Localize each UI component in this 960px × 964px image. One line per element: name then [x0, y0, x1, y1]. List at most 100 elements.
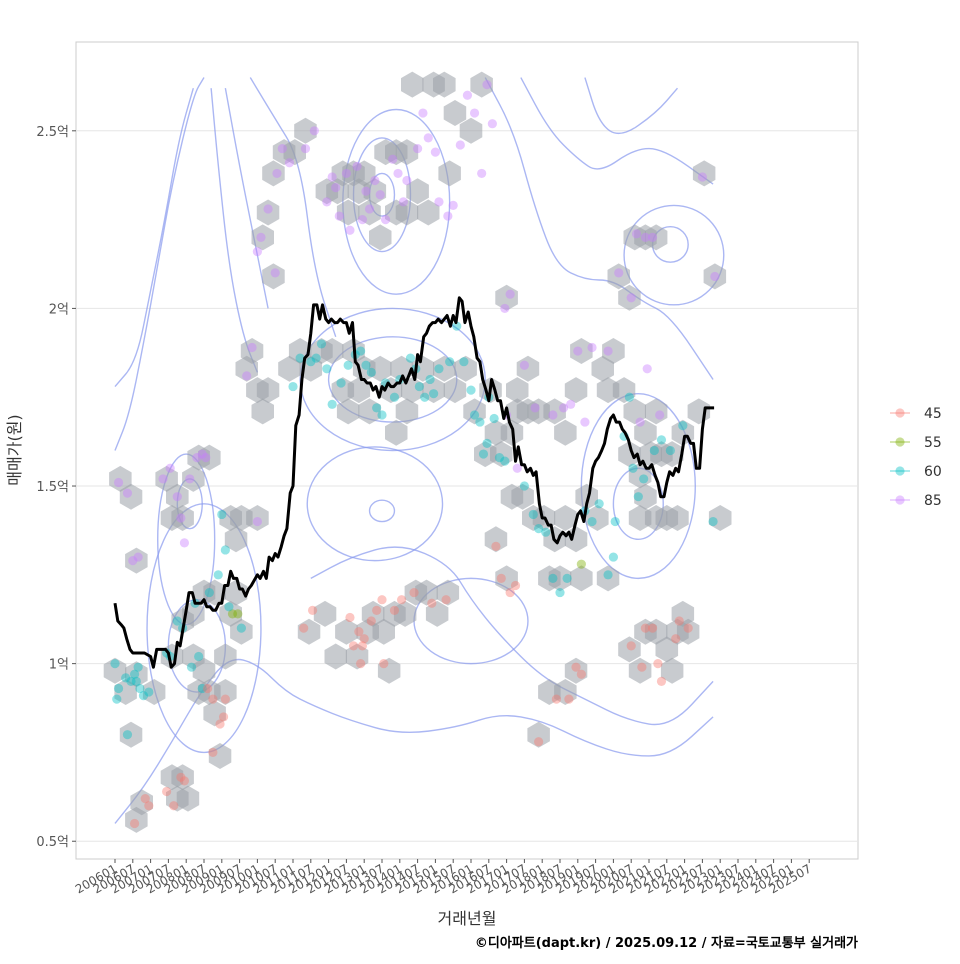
- hexbin: [591, 355, 614, 382]
- data-point: [140, 794, 150, 804]
- caption: ©디아파트(dapt.kr) / 2025.09.12 / 자료=국토교통부 실…: [475, 935, 858, 951]
- hexbin: [417, 199, 440, 226]
- hexbin: [463, 398, 486, 425]
- hexbin: [527, 721, 550, 748]
- hexbin: [470, 71, 493, 98]
- hexbin: [623, 398, 646, 425]
- data-point: [413, 143, 423, 154]
- legend-key-dot: [895, 408, 905, 418]
- hexbin: [564, 657, 588, 684]
- hexbin: [395, 199, 419, 226]
- data-point: [389, 392, 400, 402]
- data-point: [309, 126, 319, 136]
- data-point: [562, 573, 572, 583]
- hexbin: [283, 139, 306, 166]
- data-point: [455, 140, 465, 150]
- hexbin: [372, 618, 395, 645]
- data-point: [300, 143, 311, 154]
- data-point: [534, 737, 544, 747]
- hexbin: [554, 419, 577, 446]
- legend-key-dot: [895, 495, 905, 505]
- data-point: [364, 204, 375, 214]
- data-point: [370, 175, 380, 186]
- hexbin: [516, 398, 540, 425]
- hexbin: [390, 355, 413, 382]
- contour-line: [584, 77, 679, 135]
- data-point: [500, 456, 510, 466]
- data-point: [519, 481, 530, 491]
- hexbin: [347, 377, 371, 404]
- data-point: [566, 399, 576, 409]
- density-contours: [114, 77, 725, 824]
- hexbin: [436, 579, 460, 606]
- hexbin: [484, 526, 508, 553]
- data-point: [343, 360, 353, 370]
- legend-label: 60: [924, 464, 942, 480]
- data-point: [500, 303, 510, 314]
- trend-line: [113, 296, 715, 669]
- data-point: [482, 438, 492, 448]
- data-point: [288, 381, 298, 392]
- data-point: [519, 360, 530, 370]
- data-point: [121, 673, 131, 683]
- data-point: [541, 527, 551, 537]
- data-point: [564, 694, 574, 704]
- data-point: [331, 183, 341, 193]
- contour-ring: [580, 392, 696, 580]
- data-point: [197, 449, 207, 459]
- hexbin: [203, 579, 226, 606]
- contour-ring: [623, 204, 725, 306]
- contour-line: [520, 77, 714, 185]
- data-point: [201, 453, 211, 463]
- hexbin: [198, 444, 221, 471]
- contour-ring: [146, 503, 262, 754]
- hexbin: [506, 377, 529, 404]
- data-point: [649, 445, 659, 456]
- hexbin: [655, 636, 679, 663]
- data-point: [420, 392, 430, 402]
- data-point: [341, 168, 351, 179]
- data-point: [628, 463, 638, 473]
- data-point: [215, 719, 225, 729]
- hexbin: [395, 398, 419, 425]
- data-point: [631, 229, 642, 239]
- data-point: [272, 168, 282, 179]
- hexbin: [125, 661, 148, 688]
- hexbin: [596, 377, 620, 404]
- hexbin: [422, 377, 445, 404]
- data-point: [322, 364, 332, 374]
- hexbin: [554, 505, 577, 531]
- hexbin: [703, 263, 727, 290]
- contour-ring: [306, 446, 444, 562]
- data-point: [656, 435, 667, 445]
- hexbin: [358, 199, 381, 226]
- hexbin: [335, 618, 358, 645]
- data-point: [208, 747, 218, 758]
- data-point: [158, 474, 168, 484]
- hexbin: [516, 355, 540, 382]
- data-point: [405, 353, 416, 363]
- hexbin: [443, 100, 467, 126]
- legend-item: 85: [890, 493, 942, 509]
- hexbin: [171, 505, 194, 531]
- data-point: [402, 175, 412, 186]
- data-point: [425, 374, 435, 385]
- data-point: [295, 353, 305, 363]
- data-point: [112, 694, 122, 704]
- data-point: [429, 389, 439, 399]
- hexbin: [352, 160, 376, 187]
- y-tick-label: 1억: [49, 658, 69, 673]
- hexbin: [377, 657, 401, 684]
- hexbin: [634, 483, 657, 510]
- data-point: [359, 634, 369, 644]
- data-point: [393, 168, 403, 179]
- data-point: [352, 161, 362, 171]
- hexbin: [564, 377, 588, 404]
- hexbin: [324, 643, 347, 670]
- hexbin: [438, 160, 461, 187]
- data-point: [478, 449, 489, 459]
- data-point: [322, 197, 332, 207]
- hexbin: [125, 547, 148, 574]
- hexbin: [224, 526, 248, 553]
